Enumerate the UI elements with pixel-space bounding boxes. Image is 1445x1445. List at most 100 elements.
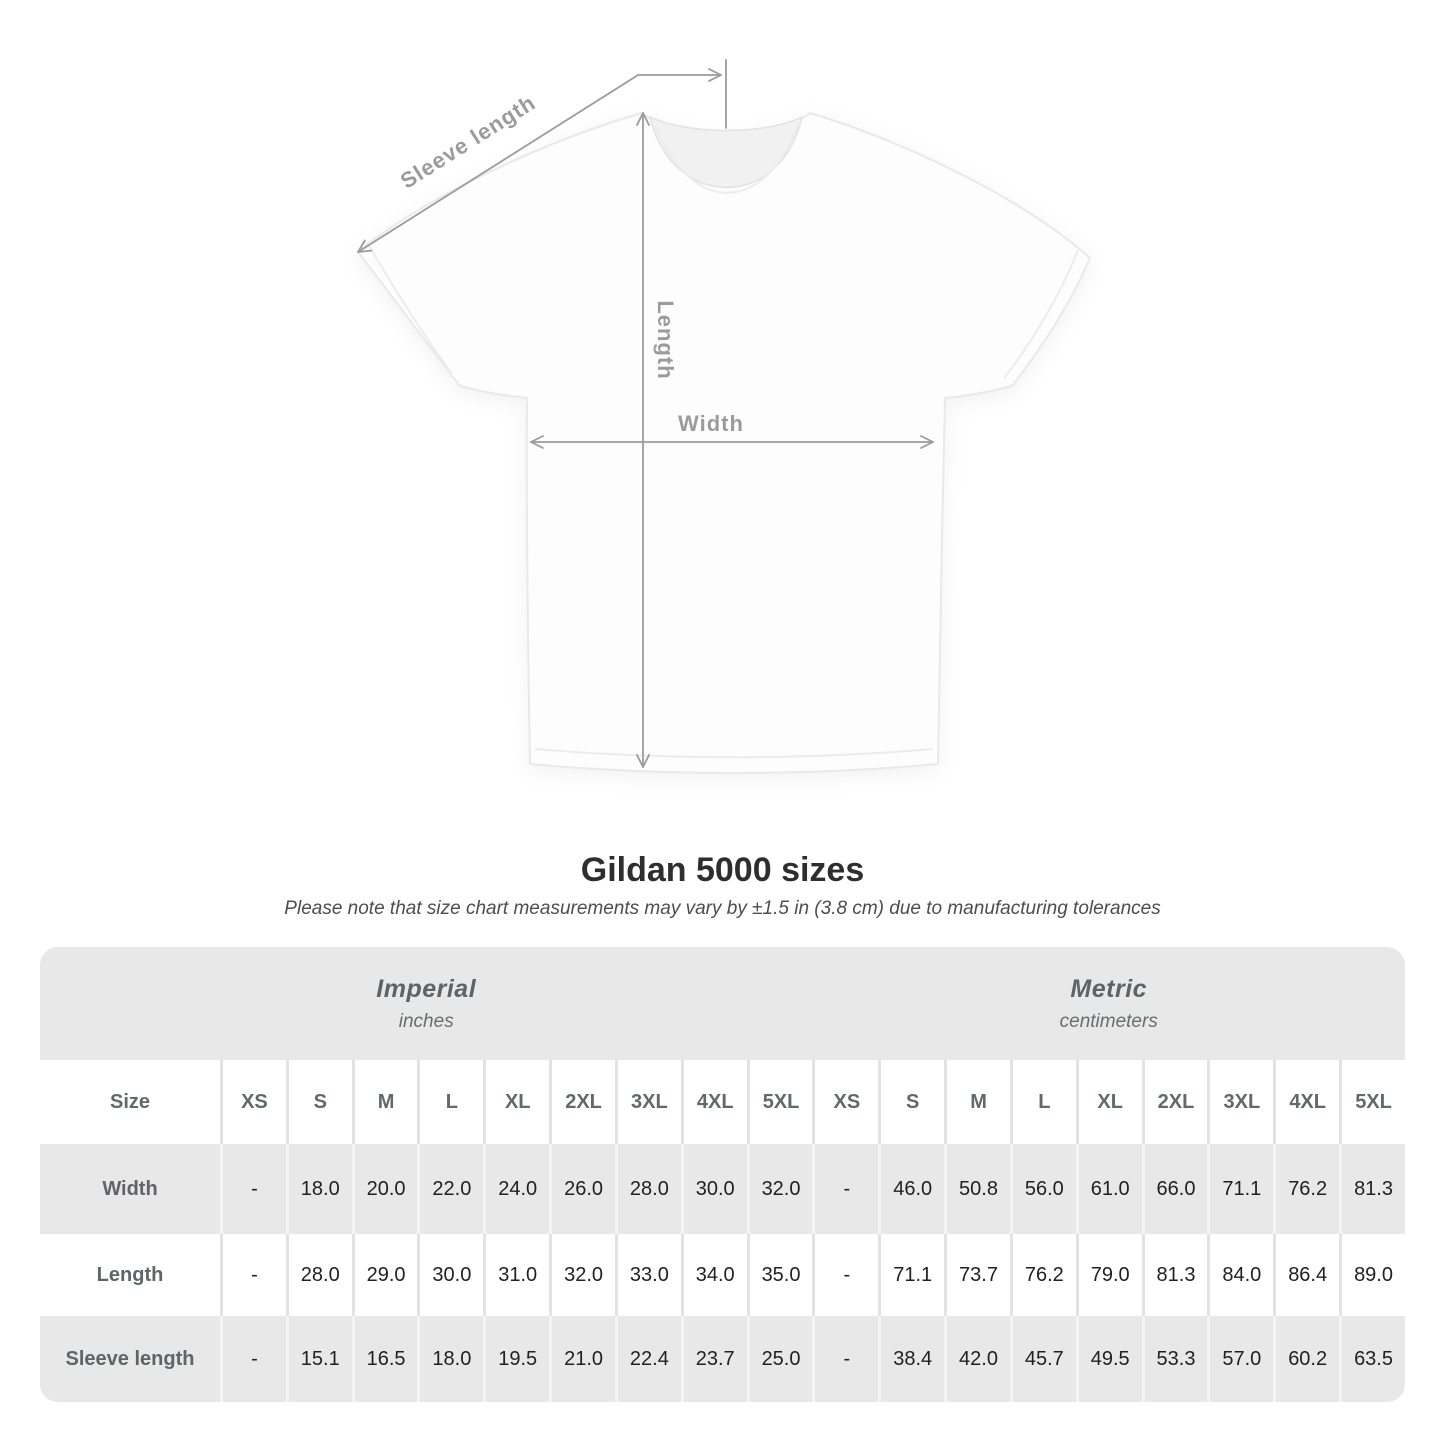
measurement-value: 76.2 [1009,1234,1076,1316]
size-col-header: 2XL [1141,1060,1208,1144]
metric-unit: centimeters [1059,1010,1158,1032]
imperial-header: Imperial inches [40,947,813,1060]
tshirt-body [356,111,1092,774]
measurement-value: 16.5 [351,1316,418,1402]
measurement-value: 53.3 [1141,1316,1208,1402]
measurement-value: 28.0 [285,1234,352,1316]
size-table-body: Imperial inches Metric centimeters Size … [40,947,1405,1402]
measurement-value: 22.0 [417,1144,484,1234]
measurement-value: 18.0 [417,1316,484,1402]
width-arrow [530,435,934,449]
measurement-row: Width -18.0 20.0 22.0 24.0 26.0 28.0 30.0 32.0-4… [40,1144,1405,1234]
measurement-value: - [220,1234,286,1316]
measurement-value: - [220,1144,286,1234]
measurement-value: 66.0 [1141,1144,1208,1234]
measurement-value: 46.0 [878,1144,945,1234]
collar-seam [654,125,799,194]
measurement-value: 73.7 [944,1234,1010,1316]
size-col-header: 5XL [1339,1060,1405,1144]
measurement-value: 57.0 [1207,1316,1274,1402]
measurement-value: 76.2 [1273,1144,1340,1234]
measurement-value: 31.0 [483,1234,550,1316]
measurement-value: 81.3 [1141,1234,1208,1316]
measurement-value: 18.0 [285,1144,352,1234]
measurement-row: Sleeve length -15.1 16.5 18.0 19.5 21.0 22.4 23… [40,1316,1405,1402]
measurement-value: 79.0 [1075,1234,1142,1316]
measurement-value: 61.0 [1075,1144,1142,1234]
size-col-header: L [417,1060,484,1144]
measurement-row: Length -28.0 29.0 30.0 31.0 32.0 33.0 34.0 35.0-… [40,1234,1405,1316]
size-table-grid: Imperial inches Metric centimeters Size … [40,947,1405,1402]
measurement-value: 22.4 [614,1316,681,1402]
title-block: Gildan 5000 sizes Please note that size … [0,851,1445,920]
measurement-value: 25.0 [746,1316,813,1402]
measurement-value: 35.0 [746,1234,813,1316]
page-subtitle: Please note that size chart measurements… [284,898,1161,919]
size-col-header: S [285,1060,352,1144]
measurement-value: 19.5 [483,1316,550,1402]
unit-header-row: Imperial inches Metric centimeters [40,947,1405,1060]
measurement-value: 60.2 [1273,1316,1340,1402]
size-col-header: 3XL [1207,1060,1274,1144]
measurement-value: 26.0 [549,1144,615,1234]
length-label: Length [653,300,678,379]
measurement-value: 71.1 [878,1234,945,1316]
measurement-value: 32.0 [549,1234,615,1316]
width-label: Width [678,411,744,436]
size-header-label: Size [40,1060,220,1144]
size-table: Imperial inches Metric centimeters Size … [40,947,1405,1402]
measurement-value: 49.5 [1075,1316,1142,1402]
page-title: Gildan 5000 sizes [580,851,865,889]
row-label: Width [40,1144,220,1234]
imperial-title: Imperial [376,974,477,1003]
size-header-row: Size XS S M L XL 2XL 3XL 4XL 5XL XS S M L XL 2XL 3XL 4XL… [40,1060,1405,1144]
measurement-value: 84.0 [1207,1234,1274,1316]
measurement-value: 30.0 [680,1144,747,1234]
measurement-value: 63.5 [1339,1316,1405,1402]
measurement-value: 32.0 [746,1144,813,1234]
measurement-value: 21.0 [549,1316,615,1402]
measurement-value: 30.0 [417,1234,484,1316]
row-label: Length [40,1234,220,1316]
measurement-value: 20.0 [351,1144,418,1234]
measurement-value: - [812,1144,879,1234]
measurement-value: - [220,1316,286,1402]
row-label: Sleeve length [40,1316,220,1402]
sleeve-length-arrow [357,68,722,253]
measurement-value: - [812,1234,879,1316]
measurement-value: 15.1 [285,1316,352,1402]
size-col-header: XL [1075,1060,1142,1144]
measurement-value: 24.0 [483,1144,550,1234]
measurement-value: 45.7 [1009,1316,1076,1402]
size-col-header: 4XL [680,1060,747,1144]
size-col-header: M [944,1060,1010,1144]
size-col-header: S [878,1060,945,1144]
size-col-header: 2XL [549,1060,615,1144]
metric-header: Metric centimeters [812,947,1405,1060]
measurement-value: 38.4 [878,1316,945,1402]
measurement-value: 71.1 [1207,1144,1274,1234]
measurement-value: 28.0 [614,1144,681,1234]
size-col-header: L [1009,1060,1076,1144]
measurement-value: 29.0 [351,1234,418,1316]
measurement-value: 42.0 [944,1316,1010,1402]
size-col-header: 5XL [746,1060,813,1144]
measurement-value: 50.8 [944,1144,1010,1234]
size-col-header: XS [220,1060,286,1144]
measurement-value: - [812,1316,879,1402]
size-col-header: XS [812,1060,879,1144]
bottom-hem-seam [534,748,934,759]
measurement-value: 89.0 [1339,1234,1405,1316]
measurement-value: 86.4 [1273,1234,1340,1316]
measurement-value: 23.7 [680,1316,747,1402]
measurement-value: 34.0 [680,1234,747,1316]
size-col-header: 3XL [614,1060,681,1144]
sleeve-hem-right [1003,249,1079,379]
size-col-header: XL [483,1060,550,1144]
measurement-value: 56.0 [1009,1144,1076,1234]
tshirt-graphic: Sleeve length Length Width [356,59,1092,774]
length-arrow [636,112,650,768]
measurement-value: 81.3 [1339,1144,1405,1234]
imperial-unit: inches [398,1010,454,1032]
size-col-header: M [351,1060,418,1144]
